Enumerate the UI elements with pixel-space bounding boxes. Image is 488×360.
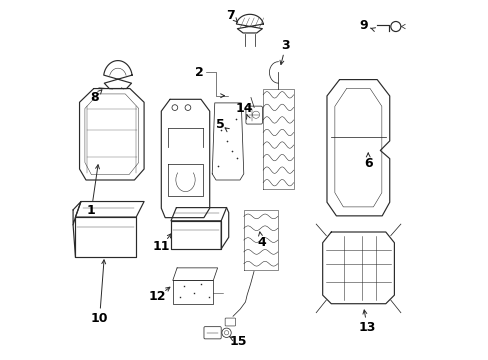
Text: 8: 8 — [90, 91, 99, 104]
Text: 9: 9 — [359, 19, 367, 32]
Text: 7: 7 — [226, 9, 235, 22]
Text: 4: 4 — [257, 236, 265, 249]
Text: 3: 3 — [281, 39, 289, 52]
Text: 13: 13 — [358, 320, 375, 333]
Text: 12: 12 — [149, 290, 166, 303]
Text: 6: 6 — [363, 157, 372, 170]
Text: 14: 14 — [235, 102, 253, 115]
Text: 10: 10 — [91, 311, 108, 325]
Text: 2: 2 — [195, 66, 203, 79]
Text: 11: 11 — [152, 240, 170, 253]
Text: 5: 5 — [216, 118, 224, 131]
Text: 1: 1 — [87, 204, 96, 217]
Text: 15: 15 — [229, 335, 246, 348]
